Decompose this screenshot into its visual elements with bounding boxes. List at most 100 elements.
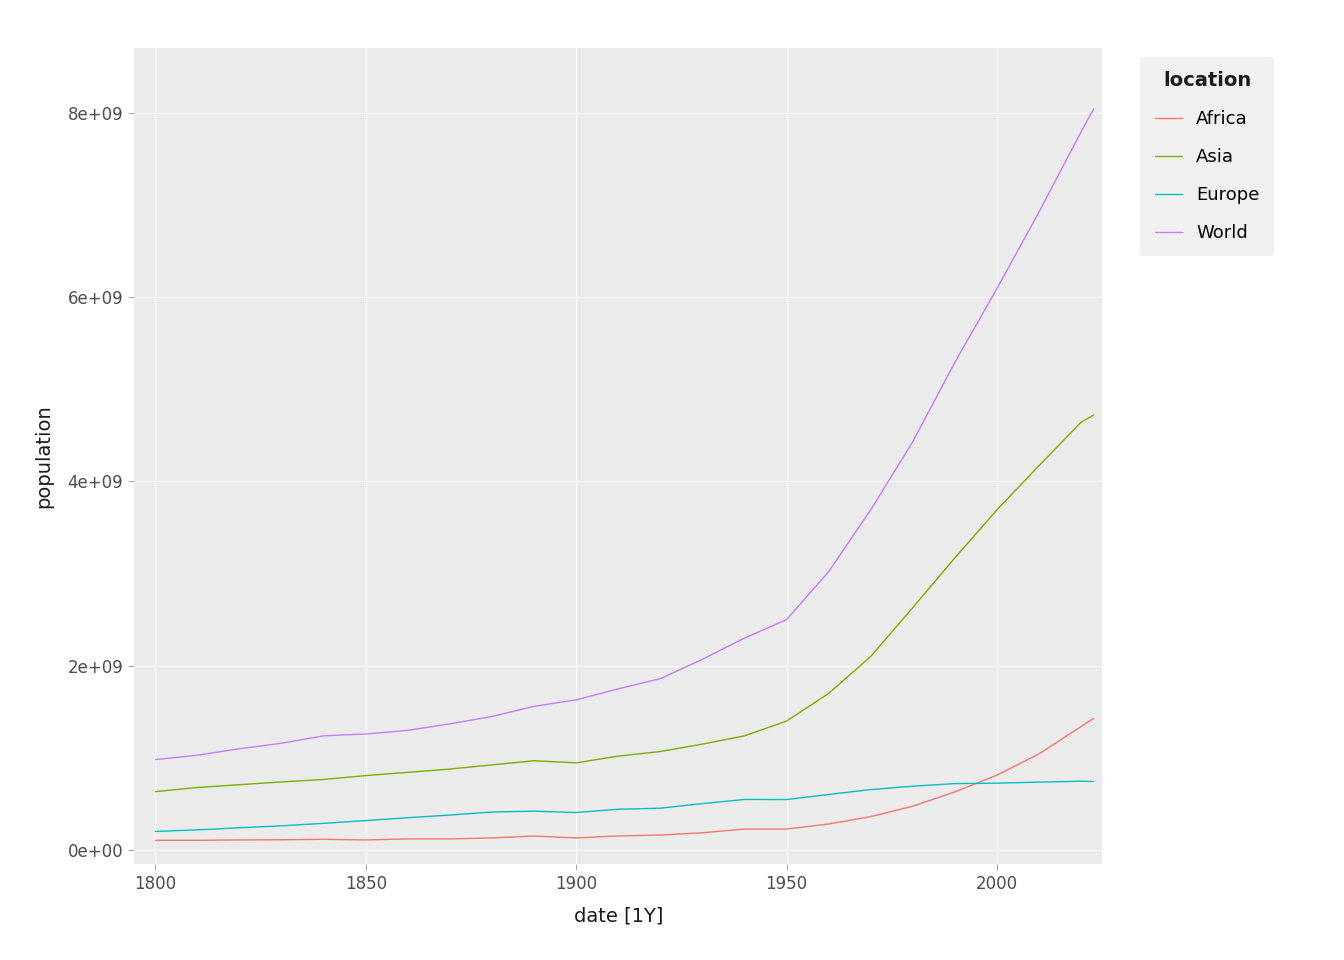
World [231, 743, 247, 755]
Europe [526, 805, 542, 817]
Asia [526, 755, 542, 766]
Africa [484, 832, 500, 844]
Europe [190, 824, 206, 835]
Asia [399, 767, 415, 779]
Europe [652, 803, 668, 814]
Line: World: World [156, 108, 1094, 759]
Africa [821, 818, 837, 829]
World [946, 357, 962, 369]
World [316, 730, 332, 741]
Europe [274, 820, 290, 831]
Africa [737, 824, 753, 835]
Europe [569, 806, 585, 818]
World [610, 684, 626, 695]
Asia [484, 759, 500, 771]
Europe [316, 818, 332, 829]
Europe [905, 780, 921, 792]
Europe [821, 789, 837, 801]
Asia [1073, 417, 1089, 428]
World [190, 750, 206, 761]
Asia [863, 651, 879, 662]
Asia [190, 781, 206, 793]
Africa [358, 834, 374, 846]
World [358, 729, 374, 740]
World [1031, 206, 1047, 218]
World [737, 633, 753, 644]
Africa [989, 769, 1005, 780]
Asia [569, 757, 585, 769]
World [484, 710, 500, 722]
Asia [946, 552, 962, 564]
Asia [695, 738, 711, 750]
Asia [1031, 460, 1047, 471]
Africa [1031, 748, 1047, 759]
Europe [148, 826, 164, 837]
Europe [1031, 777, 1047, 788]
World [274, 737, 290, 749]
Europe [778, 794, 794, 805]
Y-axis label: population: population [35, 404, 54, 508]
Europe [231, 822, 247, 833]
World [1086, 103, 1102, 114]
Africa [863, 811, 879, 823]
Asia [905, 602, 921, 613]
Africa [569, 832, 585, 844]
Asia [652, 746, 668, 757]
World [905, 436, 921, 447]
Line: Africa: Africa [156, 718, 1094, 840]
Africa [316, 833, 332, 845]
Africa [652, 829, 668, 841]
World [399, 725, 415, 736]
Africa [442, 833, 458, 845]
World [821, 566, 837, 578]
Legend: Africa, Asia, Europe, World: Africa, Asia, Europe, World [1140, 57, 1274, 256]
Africa [231, 834, 247, 846]
Asia [737, 730, 753, 741]
Europe [946, 778, 962, 789]
Europe [1086, 776, 1102, 787]
Africa [148, 834, 164, 846]
World [442, 718, 458, 730]
Africa [274, 834, 290, 846]
World [652, 673, 668, 684]
Europe [695, 798, 711, 809]
World [569, 694, 585, 706]
World [778, 613, 794, 625]
Asia [1086, 409, 1102, 420]
X-axis label: date [1Y]: date [1Y] [574, 907, 663, 926]
Asia [821, 687, 837, 699]
Asia [274, 777, 290, 788]
World [695, 654, 711, 665]
Europe [399, 812, 415, 824]
Africa [946, 786, 962, 798]
Line: Asia: Asia [156, 415, 1094, 792]
Africa [905, 801, 921, 812]
World [1073, 126, 1089, 137]
Asia [316, 774, 332, 785]
Asia [231, 779, 247, 790]
Africa [610, 830, 626, 842]
Africa [190, 834, 206, 846]
World [148, 754, 164, 765]
World [989, 283, 1005, 295]
Europe [1073, 776, 1089, 787]
Line: Europe: Europe [156, 781, 1094, 831]
Europe [358, 815, 374, 827]
Asia [610, 751, 626, 762]
World [863, 504, 879, 516]
Africa [1086, 712, 1102, 724]
Africa [1073, 721, 1089, 732]
Africa [778, 824, 794, 835]
Africa [399, 833, 415, 845]
Asia [148, 786, 164, 798]
Asia [778, 715, 794, 727]
Europe [610, 804, 626, 815]
World [526, 701, 542, 712]
Asia [989, 504, 1005, 516]
Asia [442, 763, 458, 775]
Europe [863, 783, 879, 795]
Africa [526, 830, 542, 842]
Asia [358, 770, 374, 781]
Europe [737, 794, 753, 805]
Europe [442, 809, 458, 821]
